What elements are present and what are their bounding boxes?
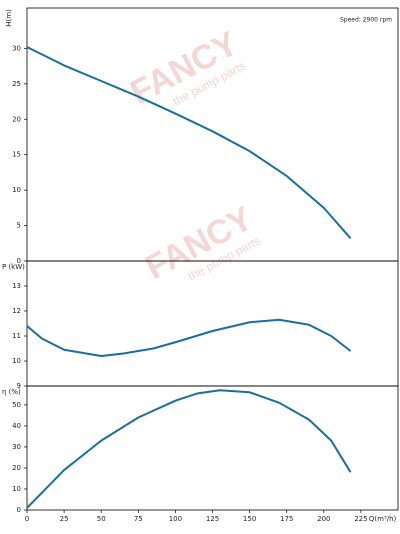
y-tick-label: 10 <box>12 357 21 365</box>
y-tick-label: 40 <box>12 422 21 430</box>
y-axis-label: H(m) <box>5 9 13 27</box>
x-tick-label: 125 <box>206 515 219 523</box>
y-tick-label: 9 <box>17 382 21 390</box>
y-tick-label: 0 <box>17 506 21 514</box>
x-tick-label: 100 <box>169 515 182 523</box>
x-tick-label: 75 <box>134 515 143 523</box>
x-axis-label: Q(m³/h) <box>369 515 397 523</box>
speed-annotation: Speed: 2900 rpm <box>340 17 392 24</box>
y-axis-label: η (%) <box>2 388 21 396</box>
x-tick-label: 200 <box>317 515 330 523</box>
data-line <box>26 46 352 239</box>
y-tick-label: 15 <box>12 151 21 159</box>
y-tick-label: 13 <box>12 282 21 290</box>
x-tick-label: 175 <box>280 515 293 523</box>
y-tick-label: 11 <box>12 332 21 340</box>
y-tick-label: 10 <box>12 485 21 493</box>
data-line <box>26 318 352 357</box>
y-tick-label: 5 <box>17 222 21 230</box>
y-tick-label: 25 <box>12 80 21 88</box>
y-tick-label: 20 <box>12 464 21 472</box>
y-tick-label: 0 <box>17 257 21 265</box>
x-tick-label: 25 <box>60 515 69 523</box>
y-tick-label: 10 <box>12 186 21 194</box>
x-tick-label: 50 <box>97 515 106 523</box>
y-tick-label: 30 <box>12 443 21 451</box>
data-line <box>26 389 352 509</box>
y-tick-label: 30 <box>12 44 21 52</box>
x-tick-label: 0 <box>25 515 29 523</box>
y-axis-label: P (kW) <box>2 263 25 271</box>
x-tick-label: 150 <box>243 515 256 523</box>
y-tick-label: 50 <box>12 401 21 409</box>
x-tick-label: 225 <box>354 515 367 523</box>
y-tick-label: 12 <box>12 307 21 315</box>
y-tick-label: 20 <box>12 115 21 123</box>
